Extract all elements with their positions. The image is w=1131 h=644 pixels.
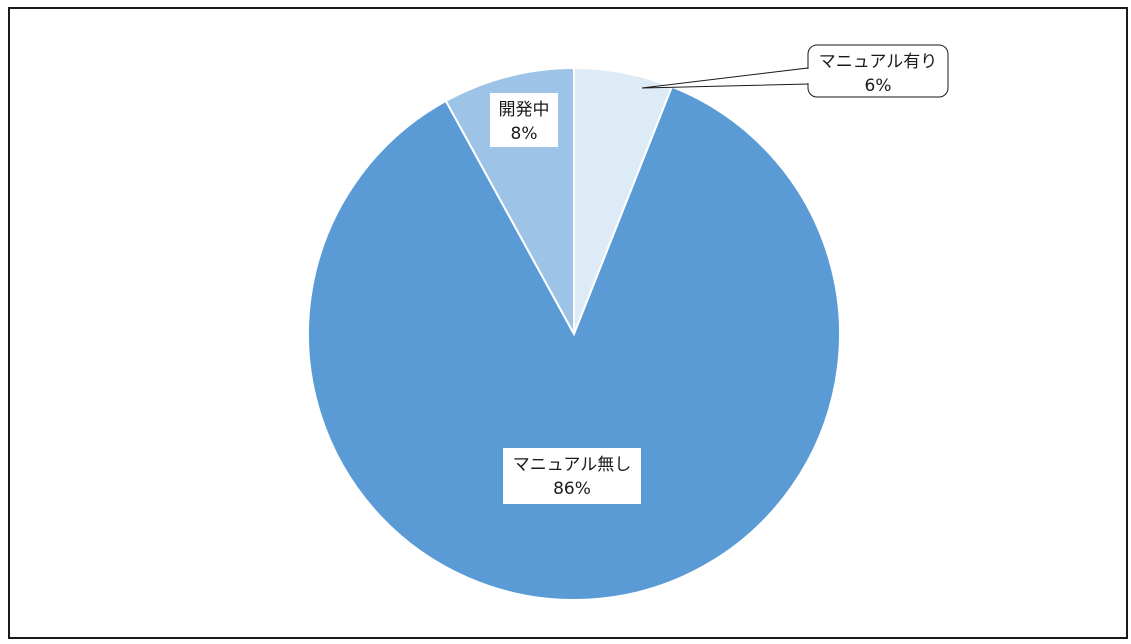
slice-percent-label: 8% [511, 124, 538, 144]
callout-leader [641, 67, 809, 89]
data-label-box [490, 93, 558, 147]
slice-percent-label: 6% [865, 76, 892, 96]
slice-category-label: マニュアル有り [819, 52, 938, 72]
pie-slice-1 [307, 85, 841, 601]
slice-category-label: マニュアル無し [513, 455, 632, 475]
slice-category-label: 開発中 [499, 100, 550, 120]
slice-percent-label: 86% [553, 479, 591, 499]
data-label-box [503, 448, 641, 504]
